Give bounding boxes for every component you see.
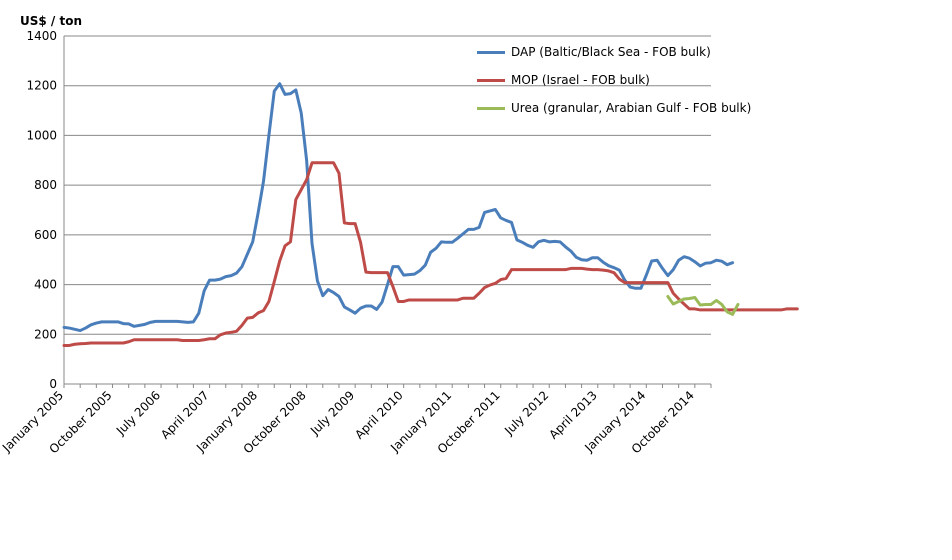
series-line-2	[666, 295, 740, 316]
legend-label-dap: DAP (Baltic/Black Sea - FOB bulk)	[511, 45, 711, 59]
legend-label-urea: Urea (granular, Arabian Gulf - FOB bulk)	[511, 101, 752, 115]
series-line-1	[62, 161, 799, 347]
x-tick-label: July 2006	[113, 388, 163, 438]
y-tick-label: 1000	[26, 128, 57, 142]
y-axis-unit-label: US$ / ton	[20, 14, 82, 28]
y-tick-label: 600	[34, 228, 57, 242]
series-line-0	[62, 82, 735, 333]
legend-swatch-mop	[477, 78, 505, 82]
legend-item-mop[interactable]: MOP (Israel - FOB bulk)	[477, 72, 751, 88]
legend-item-dap[interactable]: DAP (Baltic/Black Sea - FOB bulk)	[477, 44, 751, 60]
y-tick-label: 0	[49, 377, 57, 391]
y-tick-label: 800	[34, 178, 57, 192]
x-tick-label: July 2012	[501, 388, 551, 438]
y-tick-label: 1200	[26, 79, 57, 93]
x-tick-label: July 2009	[307, 388, 357, 438]
legend-item-urea[interactable]: Urea (granular, Arabian Gulf - FOB bulk)	[477, 100, 751, 116]
chart-legend: DAP (Baltic/Black Sea - FOB bulk) MOP (I…	[477, 44, 751, 128]
y-tick-label: 400	[34, 278, 57, 292]
legend-label-mop: MOP (Israel - FOB bulk)	[511, 73, 650, 87]
y-tick-label: 200	[34, 327, 57, 341]
legend-swatch-urea	[477, 106, 505, 110]
legend-swatch-dap	[477, 50, 505, 54]
y-tick-label: 1400	[26, 29, 57, 43]
